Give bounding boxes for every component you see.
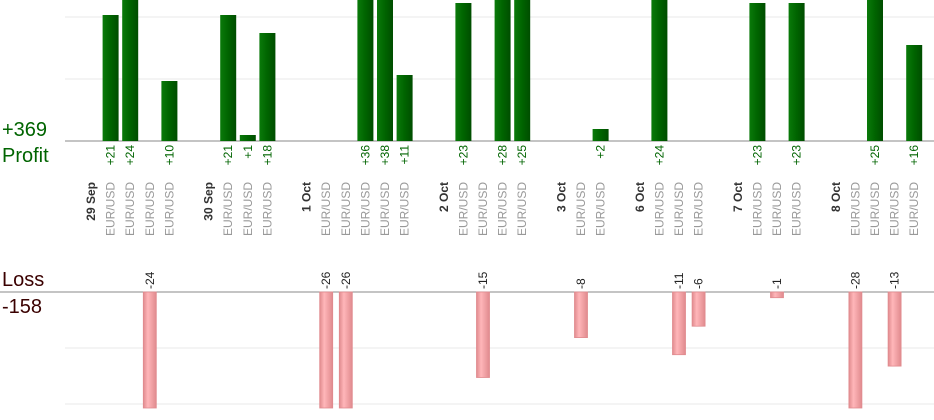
loss-total: -158 xyxy=(2,296,43,318)
loss-bar xyxy=(770,291,784,299)
profit-bar xyxy=(220,15,237,141)
loss-bar xyxy=(672,291,686,356)
loss-value-label: -11 xyxy=(672,272,686,289)
profit-bar xyxy=(102,15,119,141)
date-label: 3 Oct xyxy=(554,182,568,212)
profit-value-label: +38 xyxy=(378,145,392,166)
profit-value-label: +11 xyxy=(398,145,412,165)
loss-bar xyxy=(142,291,157,409)
loss-label: Loss xyxy=(2,269,45,291)
pair-label: EUR/USD xyxy=(770,182,784,236)
loss-value-label: -8 xyxy=(574,278,588,289)
profit-bar xyxy=(494,0,511,141)
loss-value-label: -1 xyxy=(770,278,784,289)
loss-value-label: -15 xyxy=(476,271,490,289)
pair-label: EUR/USD xyxy=(907,182,921,236)
pair-label: EUR/USD xyxy=(456,182,470,236)
profit-value-label: +21 xyxy=(104,145,118,166)
profit-value-label: +24 xyxy=(652,145,666,166)
date-label: 1 Oct xyxy=(300,182,314,212)
pair-label: EUR/USD xyxy=(750,182,764,236)
pair-label: EUR/USD xyxy=(319,182,333,236)
loss-value-label: -26 xyxy=(319,271,333,289)
date-label: 6 Oct xyxy=(633,182,647,212)
profit-bar xyxy=(514,0,531,141)
pair-label: EUR/USD xyxy=(358,182,372,236)
profit-value-label: +25 xyxy=(868,145,882,166)
pair-label: EUR/USD xyxy=(260,182,274,236)
profit-bar xyxy=(788,3,805,141)
pair-label: EUR/USD xyxy=(162,182,176,236)
pair-label: EUR/USD xyxy=(339,182,353,236)
profit-bar xyxy=(122,0,139,141)
pair-label: EUR/USD xyxy=(378,182,392,236)
profit-bar xyxy=(455,3,472,141)
pair-label: EUR/USD xyxy=(652,182,666,236)
date-label: 30 Sep xyxy=(202,182,216,221)
profit-bar xyxy=(239,135,256,141)
loss-bar xyxy=(476,291,490,378)
pair-label: EUR/USD xyxy=(143,182,157,236)
pair-label: EUR/USD xyxy=(515,182,529,236)
profit-value-label: +21 xyxy=(221,145,235,166)
profit-bar xyxy=(906,45,923,141)
profit-bar xyxy=(259,33,276,141)
pair-label: EUR/USD xyxy=(241,182,255,236)
loss-value-label: -28 xyxy=(848,271,862,289)
profit-total: +369 xyxy=(2,119,48,141)
date-label: 29 Sep xyxy=(84,182,98,221)
profit-value-label: +16 xyxy=(907,145,921,166)
pair-label: EUR/USD xyxy=(888,182,902,236)
pair-label: EUR/USD xyxy=(692,182,706,236)
profit-bar xyxy=(867,0,883,141)
profit-bar xyxy=(377,0,393,141)
profit-value-label: +24 xyxy=(123,145,137,166)
pair-label: EUR/USD xyxy=(104,182,118,236)
profit-value-label: +36 xyxy=(358,145,372,166)
loss-bar xyxy=(691,291,706,327)
loss-value-label: -6 xyxy=(692,278,706,289)
date-label: 7 Oct xyxy=(731,182,745,212)
loss-bar xyxy=(574,291,588,338)
pair-label: EUR/USD xyxy=(594,182,608,236)
profit-value-label: +23 xyxy=(456,145,470,166)
profit-bar xyxy=(592,129,609,141)
profit-value-label: +25 xyxy=(515,145,529,166)
loss-bar xyxy=(338,291,353,409)
profit-label: Profit xyxy=(2,145,49,167)
pair-label: EUR/USD xyxy=(848,182,862,236)
loss-bar xyxy=(887,291,902,367)
date-label: 8 Oct xyxy=(829,182,843,212)
profit-value-label: +23 xyxy=(750,145,764,166)
profit-bar xyxy=(749,3,766,141)
pair-label: EUR/USD xyxy=(868,182,882,236)
profit-value-label: +23 xyxy=(790,145,804,166)
profit-bar xyxy=(651,0,668,141)
loss-value-label: -26 xyxy=(339,271,353,289)
profit-value-label: +1 xyxy=(241,145,255,159)
pair-label: EUR/USD xyxy=(123,182,137,236)
profit-bar xyxy=(396,75,413,141)
loss-value-label: -24 xyxy=(143,271,157,289)
loss-value-label: -13 xyxy=(888,271,902,289)
pair-label: EUR/USD xyxy=(496,182,510,236)
pair-label: EUR/USD xyxy=(574,182,588,236)
pair-label: EUR/USD xyxy=(398,182,412,236)
profit-value-label: +2 xyxy=(594,145,608,159)
pair-label: EUR/USD xyxy=(221,182,235,236)
date-label: 2 Oct xyxy=(437,182,451,212)
profit-value-label: +18 xyxy=(260,145,274,166)
profit-value-label: +28 xyxy=(496,145,510,166)
profit-value-label: +10 xyxy=(162,145,176,166)
loss-bar xyxy=(319,291,334,409)
pair-label: EUR/USD xyxy=(476,182,490,236)
profit-bar xyxy=(357,0,374,141)
loss-bar xyxy=(848,291,863,409)
profit-bar xyxy=(161,81,178,141)
pair-label: EUR/USD xyxy=(790,182,804,236)
pair-label: EUR/USD xyxy=(672,182,686,236)
